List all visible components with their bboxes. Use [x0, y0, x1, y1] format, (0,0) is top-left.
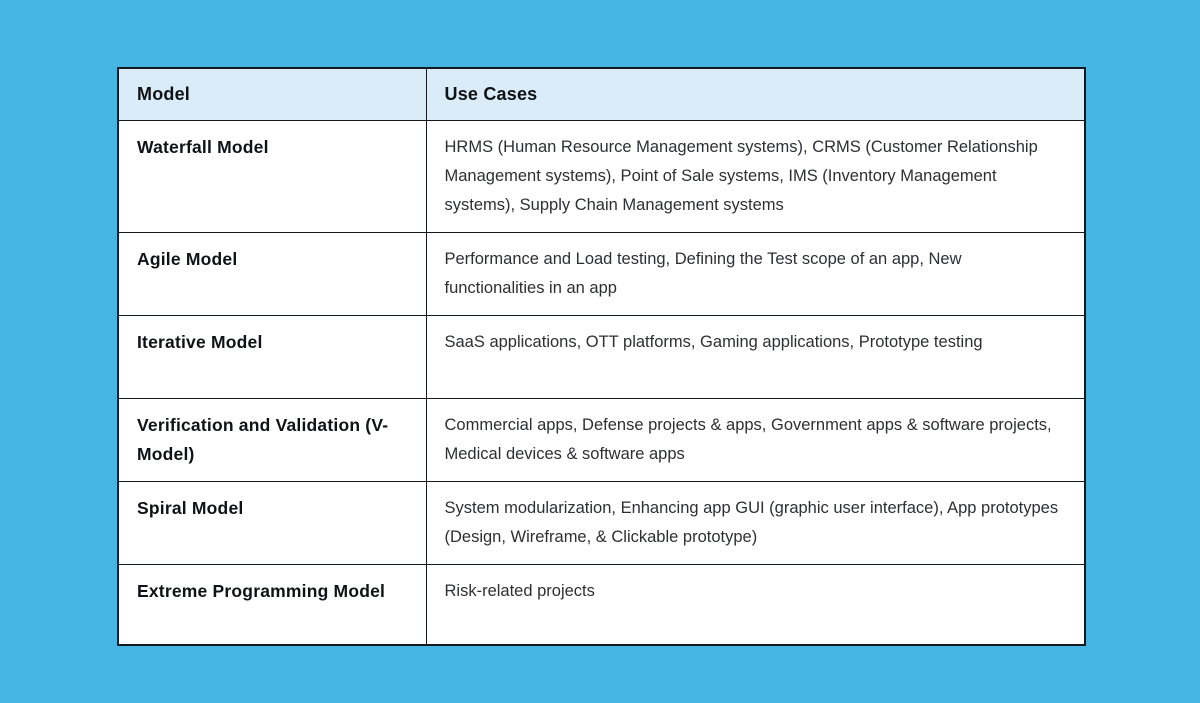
column-header-use-cases: Use Cases — [425, 67, 1086, 121]
sdlc-models-table: Model Use Cases Waterfall Model HRMS (Hum… — [117, 67, 1086, 646]
use-cases: Performance and Load testing, Defining t… — [425, 231, 1086, 316]
model-name: Extreme Programming Model — [117, 563, 427, 646]
use-cases: System modularization, Enhancing app GUI… — [425, 480, 1086, 565]
use-cases: SaaS applications, OTT platforms, Gaming… — [425, 314, 1086, 399]
column-header-model: Model — [117, 67, 427, 121]
table-row: Spiral Model System modularization, Enhan… — [117, 480, 1086, 565]
model-name: Waterfall Model — [117, 119, 427, 233]
table-header-row: Model Use Cases — [117, 67, 1086, 121]
model-name: Agile Model — [117, 231, 427, 316]
table-row: Extreme Programming Model Risk-related pr… — [117, 563, 1086, 646]
use-cases: Commercial apps, Defense projects & apps… — [425, 397, 1086, 482]
table-body: Waterfall Model HRMS (Human Resource Mana… — [117, 119, 1086, 646]
table-row: Agile Model Performance and Load testing,… — [117, 231, 1086, 316]
table-row: Verification and Validation (V-Model) Com… — [117, 397, 1086, 482]
model-name: Iterative Model — [117, 314, 427, 399]
table-row: Iterative Model SaaS applications, OTT pl… — [117, 314, 1086, 399]
table-row: Waterfall Model HRMS (Human Resource Mana… — [117, 119, 1086, 233]
model-name: Verification and Validation (V-Model) — [117, 397, 427, 482]
use-cases: HRMS (Human Resource Management systems)… — [425, 119, 1086, 233]
use-cases: Risk-related projects — [425, 563, 1086, 646]
model-name: Spiral Model — [117, 480, 427, 565]
